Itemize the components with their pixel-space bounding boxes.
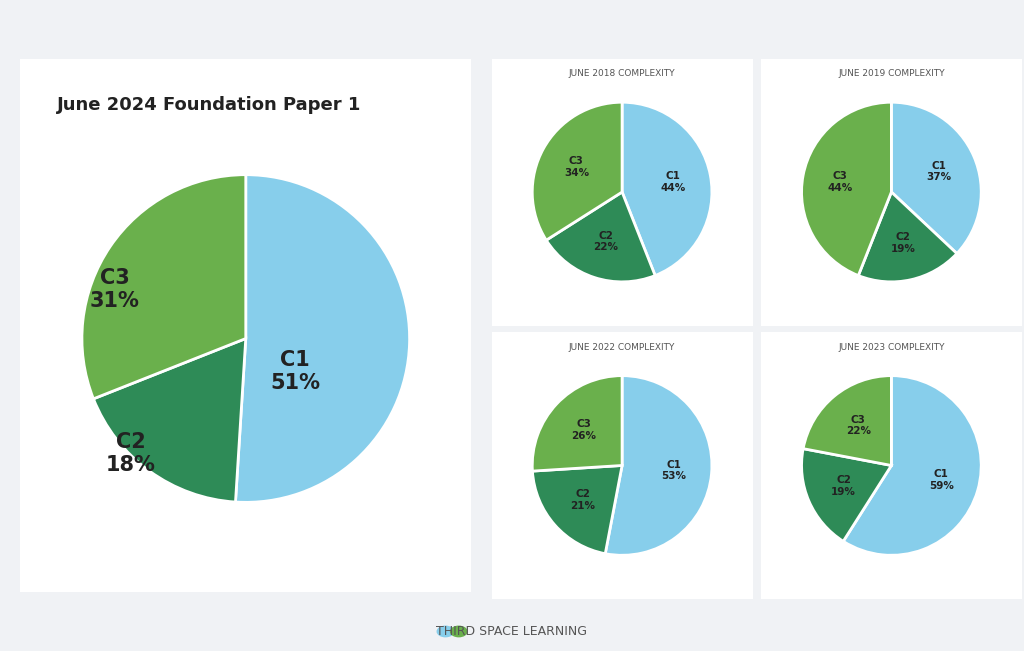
Text: C1
44%: C1 44%	[660, 171, 686, 193]
Wedge shape	[802, 449, 891, 542]
Text: C1
59%: C1 59%	[929, 469, 954, 491]
Text: June 2024 Foundation Paper 1: June 2024 Foundation Paper 1	[56, 96, 360, 114]
Text: JUNE 2019 COMPLEXITY: JUNE 2019 COMPLEXITY	[838, 69, 945, 78]
Text: C3
34%: C3 34%	[564, 156, 589, 178]
Text: C1
53%: C1 53%	[662, 460, 686, 481]
Text: C3
22%: C3 22%	[846, 415, 870, 436]
Wedge shape	[802, 102, 892, 275]
Wedge shape	[803, 376, 892, 465]
Wedge shape	[546, 192, 655, 282]
Text: C1
51%: C1 51%	[270, 350, 319, 393]
Text: JUNE 2023 COMPLEXITY: JUNE 2023 COMPLEXITY	[838, 342, 945, 352]
Text: THIRD SPACE LEARNING: THIRD SPACE LEARNING	[436, 625, 588, 638]
Text: C2
19%: C2 19%	[831, 475, 856, 497]
Wedge shape	[532, 465, 622, 554]
Text: JUNE 2022 COMPLEXITY: JUNE 2022 COMPLEXITY	[569, 342, 675, 352]
Wedge shape	[532, 376, 622, 471]
Wedge shape	[605, 376, 712, 555]
Wedge shape	[891, 102, 981, 253]
Wedge shape	[82, 174, 246, 399]
Wedge shape	[622, 102, 712, 275]
Text: C2
21%: C2 21%	[570, 489, 596, 511]
Wedge shape	[93, 339, 246, 502]
Wedge shape	[236, 174, 410, 503]
Wedge shape	[843, 376, 981, 555]
Text: C2
22%: C2 22%	[594, 231, 618, 253]
Wedge shape	[532, 102, 623, 240]
Text: JUNE 2018 COMPLEXITY: JUNE 2018 COMPLEXITY	[568, 69, 676, 78]
Text: C3
44%: C3 44%	[827, 171, 853, 193]
Wedge shape	[858, 192, 956, 282]
Text: C2
19%: C2 19%	[890, 232, 915, 254]
Text: C2
18%: C2 18%	[106, 432, 156, 475]
Text: C3
31%: C3 31%	[90, 268, 139, 311]
Text: C3
26%: C3 26%	[571, 419, 597, 441]
Text: C1
37%: C1 37%	[927, 161, 951, 182]
